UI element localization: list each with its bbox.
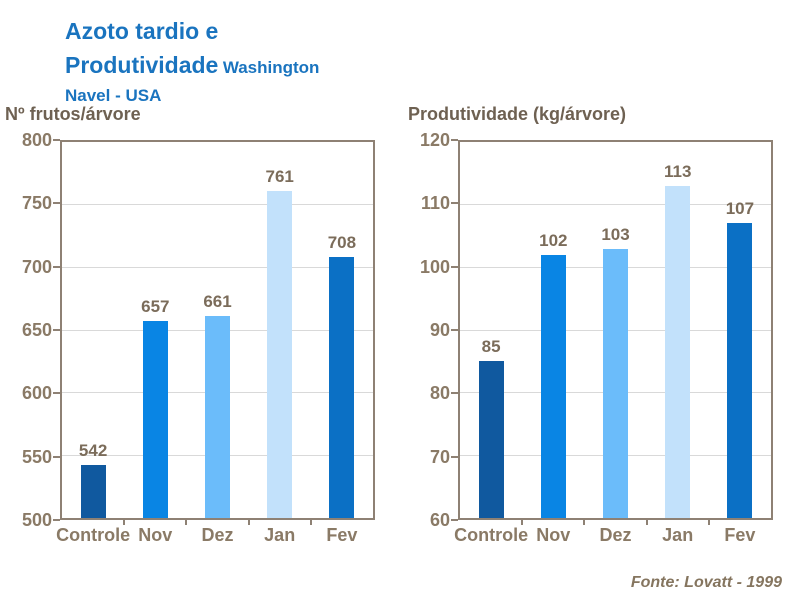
y-axis-tick: [53, 329, 60, 331]
y-axis-label: 700: [21, 256, 52, 277]
y-axis-label: 800: [21, 130, 52, 150]
bar-controle: [80, 465, 106, 518]
value-label-controle: 85: [481, 337, 501, 357]
x-axis-tick: [123, 520, 126, 525]
right-plot-area: 85 102 103 113 107: [458, 140, 773, 520]
y-axis-label: 550: [21, 446, 52, 467]
bar-jan: [665, 185, 691, 518]
x-axis-tick: [521, 520, 524, 525]
title-line-1: Azoto tardio e: [65, 18, 219, 44]
x-axis-tick: [583, 520, 586, 525]
gridline: [62, 204, 373, 206]
left-axis-title: Nº frutos/árvore: [5, 104, 141, 124]
x-axis-tick: [707, 520, 710, 525]
bar-fev: [727, 223, 753, 518]
chart-frutos-arvore: Nº frutos/árvore 542 657 661 761 708 800 750 7…: [0, 104, 398, 574]
y-axis-tick: [53, 139, 60, 141]
value-label-fev: 708: [327, 233, 357, 253]
bar-fev: [329, 257, 355, 518]
x-axis-tick: [247, 520, 250, 525]
y-axis-tick: [451, 265, 458, 268]
page-title: Azoto tardio e Produtividade Washington …: [65, 16, 485, 107]
x-axis-label-jan: Jan: [662, 525, 694, 545]
bar-nov: [540, 254, 566, 518]
bar-dez: [205, 316, 230, 518]
y-axis-tick: [451, 519, 458, 521]
y-axis-tick: [451, 455, 458, 458]
x-axis-label-dez: Dez: [201, 525, 234, 545]
y-axis-label: 650: [21, 320, 52, 340]
x-axis-label-controle: Controle: [454, 525, 529, 545]
value-label-nov: 102: [539, 230, 568, 250]
x-axis-tick: [645, 520, 648, 525]
y-axis-tick: [53, 392, 60, 395]
y-axis-label: 600: [21, 383, 52, 404]
title-line-2-sub: Washington: [222, 58, 320, 77]
bar-nov: [142, 321, 168, 518]
y-axis-label: 60: [429, 510, 450, 530]
gridline: [62, 266, 373, 268]
y-axis-label: 90: [429, 320, 450, 340]
y-axis-label: 100: [419, 256, 450, 277]
right-plot-inner: 85 102 103 113 107: [460, 142, 771, 518]
left-plot-area: 542 657 661 761 708: [60, 140, 375, 520]
value-label-jan: 113: [663, 161, 692, 181]
y-axis-tick: [53, 265, 60, 268]
left-plot-inner: 542 657 661 761 708: [62, 142, 373, 518]
y-axis-tick: [451, 202, 458, 205]
right-axis-title: Produtividade (kg/árvore): [408, 104, 627, 124]
title-line-2-main: Produtividade: [65, 52, 219, 78]
y-axis-label: 80: [429, 383, 450, 404]
value-label-dez: 661: [203, 292, 232, 312]
chart-produtividade: Produtividade (kg/árvore) 85 102 103 113 107…: [400, 104, 798, 574]
value-label-fev: 107: [725, 199, 755, 219]
bar-jan: [267, 190, 293, 518]
y-axis-tick: [451, 329, 458, 331]
y-axis-tick: [53, 202, 60, 205]
y-axis-label: 500: [21, 510, 52, 530]
bar-controle: [478, 361, 504, 518]
title-line-3: Navel - USA: [65, 86, 162, 105]
x-axis-label-fev: Fev: [326, 525, 358, 545]
y-axis-label: 70: [429, 446, 450, 467]
y-axis-tick: [53, 519, 60, 521]
y-axis-label: 120: [419, 130, 450, 150]
x-axis-label-dez: Dez: [599, 525, 632, 545]
value-label-dez: 103: [601, 224, 630, 244]
x-axis-label-jan: Jan: [264, 525, 296, 545]
x-axis-label-fev: Fev: [724, 525, 756, 545]
x-axis-tick: [185, 520, 188, 525]
value-label-nov: 657: [141, 297, 170, 317]
y-axis-tick: [451, 139, 458, 141]
value-label-jan: 761: [265, 166, 294, 186]
source-citation: Fonte: Lovatt - 1999: [630, 574, 782, 591]
gridline: [460, 204, 771, 206]
y-axis-tick: [53, 455, 60, 458]
y-axis-label: 750: [21, 193, 52, 214]
value-label-controle: 542: [78, 441, 108, 461]
bar-dez: [603, 248, 628, 518]
x-axis-tick: [309, 520, 312, 525]
x-axis-label-controle: Controle: [56, 525, 131, 545]
x-axis-label-nov: Nov: [138, 525, 173, 545]
x-axis-label-nov: Nov: [536, 525, 571, 545]
y-axis-label: 110: [420, 193, 450, 214]
y-axis-tick: [451, 392, 458, 395]
